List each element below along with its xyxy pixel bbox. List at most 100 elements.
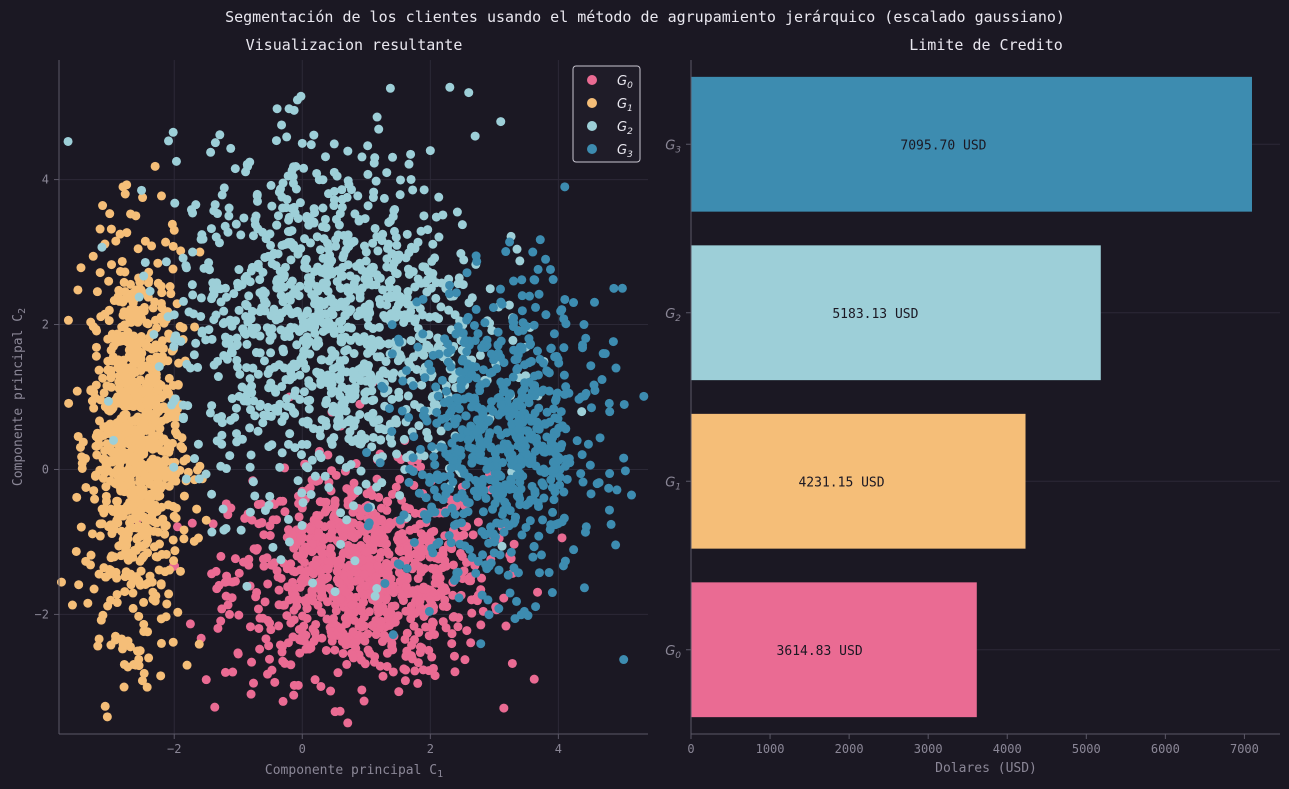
data-point [282, 611, 292, 621]
scatter-legend: G0 G1 G2 G3 [572, 65, 641, 163]
data-point [562, 474, 572, 484]
data-point [329, 186, 339, 196]
data-point [524, 291, 534, 301]
data-point [146, 472, 156, 482]
data-point [310, 208, 320, 218]
data-point [514, 418, 524, 428]
data-point [382, 300, 392, 310]
data-point [417, 380, 427, 390]
data-point [431, 293, 441, 303]
data-point [242, 363, 252, 373]
data-point [130, 351, 140, 361]
data-point [291, 362, 301, 372]
data-point [336, 623, 346, 633]
data-point [274, 585, 284, 595]
scatter-xtick-label: 0 [299, 742, 306, 756]
data-point [451, 288, 461, 298]
data-point [499, 703, 509, 713]
data-point [226, 415, 236, 425]
data-point [415, 596, 425, 606]
data-point [565, 458, 575, 468]
data-point [534, 568, 544, 578]
data-point [133, 244, 143, 254]
data-point [285, 227, 295, 237]
data-point [341, 587, 351, 597]
data-point [523, 611, 533, 621]
data-point [470, 336, 480, 346]
data-point [247, 657, 257, 667]
data-point [248, 231, 258, 241]
data-point [314, 315, 324, 325]
data-point [305, 349, 315, 359]
data-point [106, 224, 116, 234]
data-point [309, 130, 319, 140]
data-point [555, 480, 565, 490]
data-point [448, 477, 458, 487]
data-point [370, 534, 380, 544]
data-point [121, 378, 131, 388]
data-point [334, 578, 344, 588]
data-point [270, 677, 280, 687]
data-point [340, 613, 350, 623]
data-point [418, 310, 428, 320]
data-point [579, 583, 589, 593]
data-point [185, 619, 195, 629]
data-point [169, 462, 179, 472]
data-point [187, 280, 197, 290]
data-point [425, 508, 435, 518]
data-point [279, 600, 289, 610]
data-point [255, 275, 265, 285]
data-point [342, 192, 352, 202]
data-point [505, 389, 515, 399]
data-point [159, 434, 169, 444]
data-point [226, 143, 236, 153]
data-point [387, 438, 397, 448]
data-point [520, 360, 530, 370]
data-point [207, 489, 217, 499]
data-point [156, 671, 166, 681]
data-point [230, 576, 240, 586]
data-point [232, 355, 242, 365]
data-point [597, 375, 607, 385]
data-point [131, 211, 141, 221]
data-point [209, 289, 219, 299]
data-point [316, 607, 326, 617]
data-point [451, 573, 461, 583]
data-point [479, 421, 489, 431]
data-point [303, 396, 313, 406]
data-point [359, 632, 369, 642]
data-point [120, 372, 130, 382]
data-point [236, 525, 246, 535]
data-point [418, 531, 428, 541]
data-point [242, 339, 252, 349]
data-point [444, 395, 454, 405]
data-point [154, 468, 164, 478]
data-point [105, 456, 115, 466]
data-point [288, 632, 298, 642]
data-point [205, 408, 215, 418]
data-point [255, 348, 265, 358]
data-point [544, 368, 554, 378]
data-point [131, 414, 141, 424]
data-point [466, 576, 476, 586]
data-point [413, 574, 423, 584]
data-point [414, 627, 424, 637]
data-point [434, 314, 444, 324]
data-point [322, 296, 332, 306]
data-point [363, 169, 373, 179]
data-point [402, 572, 412, 582]
data-point [370, 591, 380, 601]
legend-marker [587, 98, 597, 108]
data-point [266, 348, 276, 358]
data-point [255, 644, 265, 654]
data-point [321, 152, 331, 162]
data-point [134, 541, 144, 551]
data-point [402, 229, 412, 239]
data-point [119, 447, 129, 457]
data-point [103, 421, 113, 431]
data-point [245, 507, 255, 517]
data-point [370, 223, 380, 233]
data-point [349, 478, 359, 488]
data-point [460, 655, 470, 665]
data-point [478, 365, 488, 375]
